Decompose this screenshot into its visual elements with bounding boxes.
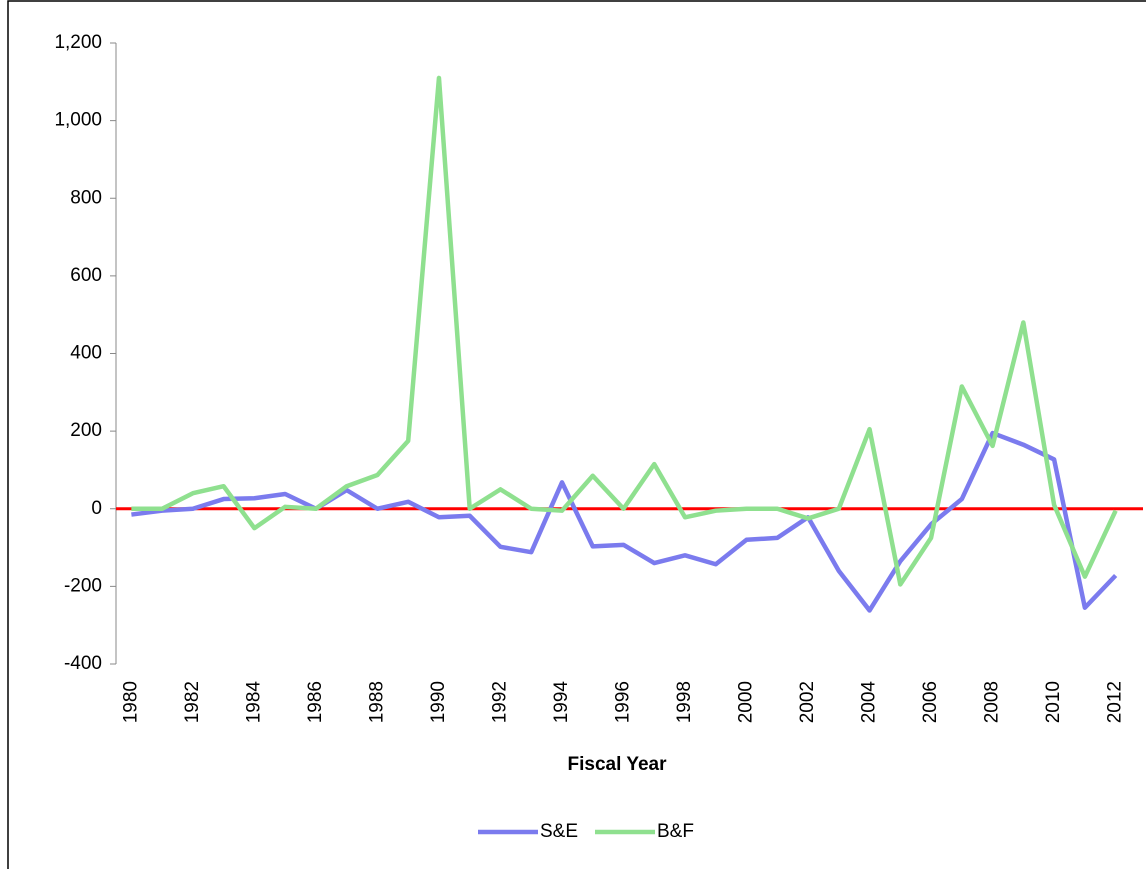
x-tick-label: 2008 [982, 681, 1003, 723]
x-tick-label: 1994 [551, 681, 572, 724]
x-axis-title: Fiscal Year [568, 754, 668, 775]
chart-frame [7, 0, 1146, 869]
x-tick-label: 1980 [120, 681, 141, 723]
x-tick-label: 1990 [428, 681, 449, 723]
x-tick-label: 1988 [366, 681, 387, 723]
x-tick-label: 2006 [920, 681, 941, 723]
x-tick-label: 1984 [243, 681, 264, 724]
legend-label: B&F [657, 821, 694, 842]
y-tick-label: 200 [70, 420, 102, 441]
y-tick-label: 800 [70, 187, 102, 208]
series-line [131, 430, 1118, 613]
x-tick-label: 2002 [797, 681, 818, 723]
y-tick-label: -400 [64, 653, 102, 674]
x-tick-label: 1998 [674, 681, 695, 723]
series-line [131, 75, 1118, 587]
x-tick-label: 1992 [489, 681, 510, 723]
x-tick-label: 2004 [859, 681, 880, 724]
x-tick-label: 2000 [736, 681, 757, 723]
x-tick-label: 2010 [1043, 681, 1064, 723]
x-tick-label: 2012 [1105, 681, 1126, 723]
y-tick-label: 1,000 [54, 110, 102, 131]
y-tick-label: 400 [70, 343, 102, 364]
x-tick-label: 1982 [182, 681, 203, 723]
y-tick-label: 0 [91, 498, 102, 519]
x-tick-label: 1986 [305, 681, 326, 723]
y-tick-label: -200 [64, 575, 102, 596]
legend-label: S&E [540, 821, 578, 842]
y-tick-label: 600 [70, 265, 102, 286]
y-tick-label: 1,200 [54, 32, 102, 53]
x-tick-label: 1996 [613, 681, 634, 723]
